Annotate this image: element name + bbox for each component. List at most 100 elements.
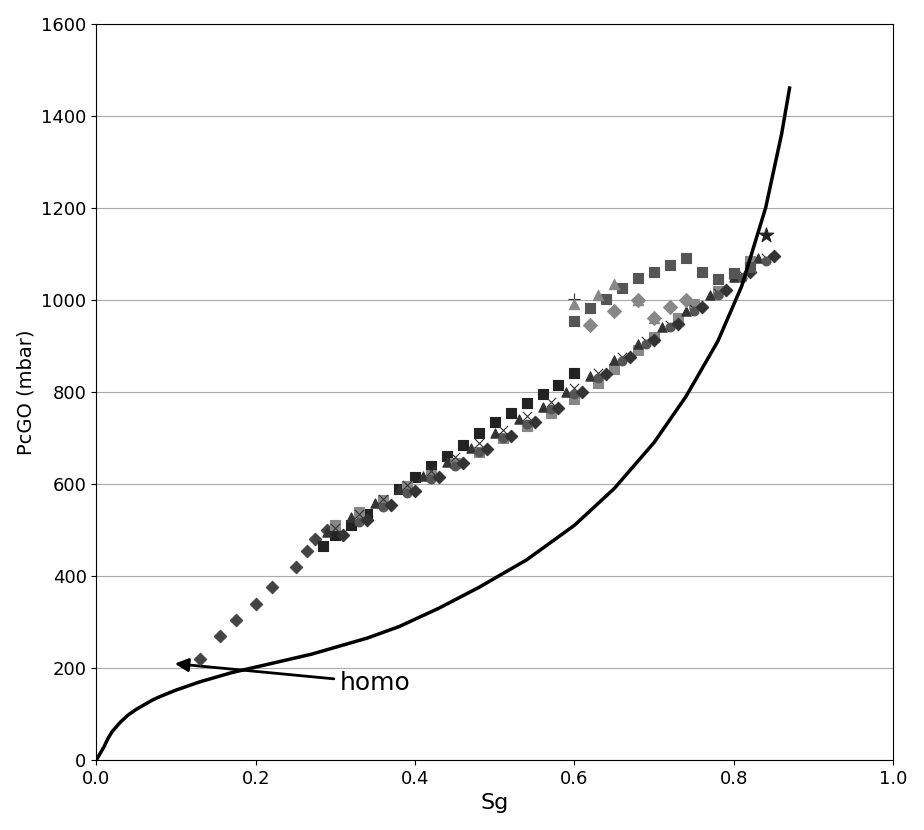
Point xyxy=(678,293,693,306)
Point xyxy=(726,268,741,281)
Point xyxy=(695,266,710,279)
Point xyxy=(519,417,534,431)
Point xyxy=(400,478,415,491)
Point xyxy=(535,400,550,413)
Point xyxy=(583,301,598,315)
Point xyxy=(447,459,462,472)
Point xyxy=(599,368,614,381)
Point xyxy=(320,525,334,539)
Point xyxy=(607,277,622,290)
Point xyxy=(352,507,367,520)
Point xyxy=(504,406,518,419)
Point xyxy=(344,510,359,524)
Point xyxy=(328,528,343,541)
Point xyxy=(711,286,725,300)
Point xyxy=(383,498,398,511)
Point xyxy=(663,320,677,334)
Point xyxy=(368,496,383,510)
Point xyxy=(352,515,367,528)
Point xyxy=(320,523,334,536)
Point xyxy=(213,629,227,642)
Point xyxy=(344,519,359,532)
Point xyxy=(591,289,606,302)
Point xyxy=(543,403,558,416)
Point xyxy=(711,289,725,302)
Point xyxy=(504,429,518,442)
Point xyxy=(759,229,773,242)
Point xyxy=(742,254,757,267)
Point xyxy=(735,271,749,285)
Point xyxy=(249,597,263,610)
Point xyxy=(440,450,455,463)
Point xyxy=(567,367,582,380)
Point xyxy=(423,464,438,477)
Point xyxy=(535,388,550,401)
Point xyxy=(591,367,606,380)
Point xyxy=(599,292,614,305)
Point xyxy=(392,482,407,496)
Point xyxy=(759,254,773,267)
Point xyxy=(726,266,741,280)
Point xyxy=(567,382,582,395)
Point xyxy=(647,266,662,279)
Point xyxy=(456,457,470,470)
Point xyxy=(678,251,693,265)
Point xyxy=(495,432,510,445)
Point xyxy=(471,445,486,458)
Point xyxy=(678,305,693,318)
Point xyxy=(471,437,486,450)
Point xyxy=(583,369,598,383)
Point xyxy=(400,486,415,500)
Point xyxy=(416,469,431,482)
Point xyxy=(591,371,606,384)
Point xyxy=(543,395,558,408)
Point xyxy=(519,420,534,433)
Point xyxy=(759,251,773,265)
Point xyxy=(559,385,574,398)
Point xyxy=(711,272,725,286)
Point xyxy=(495,432,510,445)
Point xyxy=(264,581,279,594)
Point xyxy=(480,442,494,456)
Point xyxy=(511,413,526,426)
Point xyxy=(735,268,749,281)
Point xyxy=(228,613,243,627)
Point xyxy=(663,259,677,272)
Point xyxy=(328,519,343,532)
Point xyxy=(663,319,677,332)
Point xyxy=(631,337,646,350)
Point xyxy=(423,472,438,486)
Point xyxy=(655,320,670,334)
Point xyxy=(432,471,446,484)
Point xyxy=(567,392,582,405)
Point xyxy=(614,351,629,364)
Point xyxy=(607,353,622,366)
Point xyxy=(750,251,765,265)
Point xyxy=(551,402,565,415)
Point xyxy=(400,480,415,493)
Point xyxy=(687,305,701,318)
Point xyxy=(328,521,343,535)
Point xyxy=(647,311,662,325)
Point xyxy=(742,260,757,273)
Point xyxy=(567,388,582,401)
Point xyxy=(607,362,622,375)
Point xyxy=(288,560,303,574)
Point xyxy=(376,496,391,509)
Point xyxy=(687,302,701,315)
Point xyxy=(766,250,781,263)
Point xyxy=(407,484,422,497)
Point xyxy=(647,330,662,344)
Point xyxy=(575,385,590,398)
Point xyxy=(695,300,710,314)
Point xyxy=(440,455,455,468)
Point xyxy=(376,500,391,514)
Point xyxy=(192,652,207,666)
Point xyxy=(487,415,502,428)
Point xyxy=(607,305,622,318)
Point xyxy=(471,427,486,440)
X-axis label: Sg: Sg xyxy=(480,793,509,813)
Point xyxy=(551,378,565,392)
Point xyxy=(407,471,422,484)
Point xyxy=(376,492,391,505)
